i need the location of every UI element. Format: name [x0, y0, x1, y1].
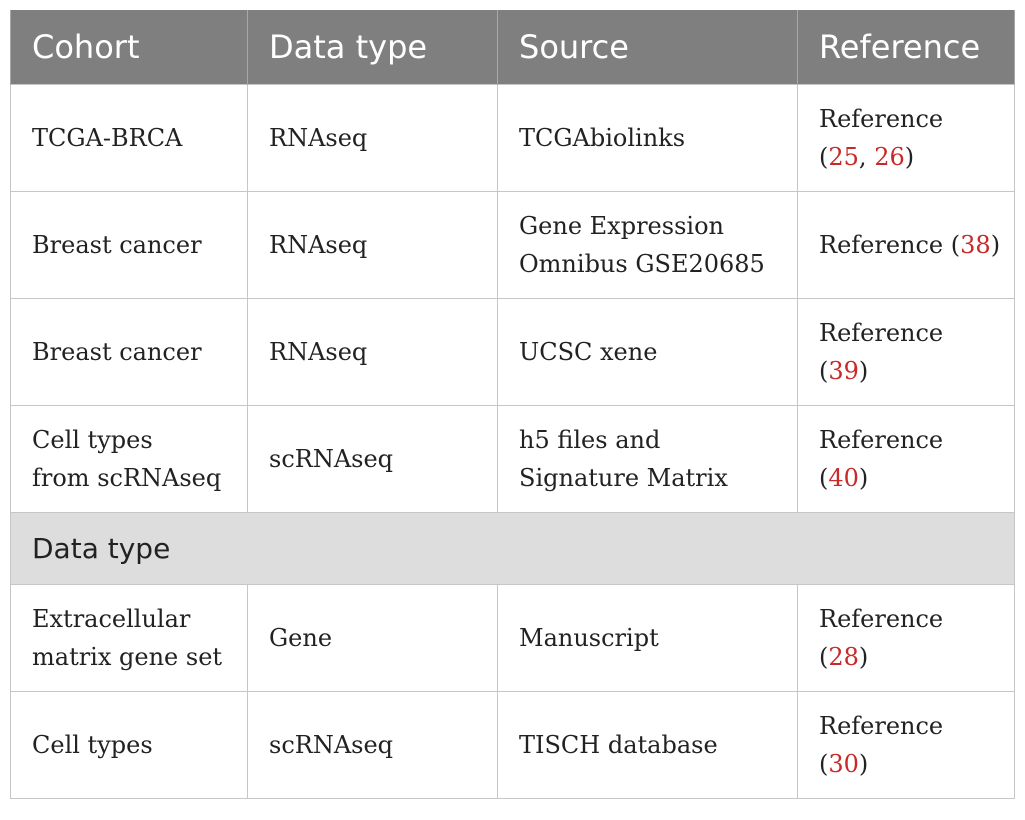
- header-cohort: Cohort: [10, 10, 248, 85]
- data-sources-table: Cohort Data type Source Reference TCGA-B…: [10, 10, 1015, 799]
- reference-cell: Reference (38): [797, 191, 1015, 299]
- table-row: Cell types scRNAseq TISCH database Refer…: [10, 691, 1015, 799]
- reference-cell: Reference (28): [797, 584, 1015, 692]
- citation-link[interactable]: 30: [828, 750, 859, 778]
- citation-link[interactable]: 25: [828, 143, 859, 171]
- data-type-cell: Gene: [247, 584, 498, 692]
- source-cell: h5 files and Signature Matrix: [497, 405, 798, 513]
- reference-cell: Reference (39): [797, 298, 1015, 406]
- section-label: Data type: [10, 512, 1015, 585]
- cohort-cell: Extracellular matrix gene set: [10, 584, 248, 692]
- reference-cell: Reference (40): [797, 405, 1015, 513]
- reference-cell: Reference (25, 26): [797, 84, 1015, 192]
- source-cell: Manuscript: [497, 584, 798, 692]
- header-reference: Reference: [797, 10, 1015, 85]
- source-cell: TISCH database: [497, 691, 798, 799]
- cohort-cell: TCGA-BRCA: [10, 84, 248, 192]
- cohort-cell: Breast cancer: [10, 191, 248, 299]
- cohort-cell: Breast cancer: [10, 298, 248, 406]
- section-row: Data type: [10, 512, 1015, 585]
- citation-link[interactable]: 28: [828, 643, 859, 671]
- header-row: Cohort Data type Source Reference: [10, 10, 1015, 85]
- table-row: TCGA-BRCA RNAseq TCGAbiolinks Reference …: [10, 84, 1015, 192]
- citation-link[interactable]: 40: [828, 464, 859, 492]
- table-row: Cell types from scRNAseq scRNAseq h5 fil…: [10, 405, 1015, 513]
- citation-link[interactable]: 39: [828, 357, 859, 385]
- cohort-cell: Cell types from scRNAseq: [10, 405, 248, 513]
- data-type-cell: RNAseq: [247, 298, 498, 406]
- source-cell: TCGAbiolinks: [497, 84, 798, 192]
- data-type-cell: scRNAseq: [247, 405, 498, 513]
- table-row: Breast cancer RNAseq UCSC xene Reference…: [10, 298, 1015, 406]
- citation-link[interactable]: 38: [960, 231, 991, 259]
- cohort-cell: Cell types: [10, 691, 248, 799]
- citation-link[interactable]: 26: [874, 143, 905, 171]
- source-cell: Gene Expression Omnibus GSE20685: [497, 191, 798, 299]
- data-type-cell: RNAseq: [247, 84, 498, 192]
- table-row: Extracellular matrix gene set Gene Manus…: [10, 584, 1015, 692]
- header-data-type: Data type: [247, 10, 498, 85]
- header-source: Source: [497, 10, 798, 85]
- table-row: Breast cancer RNAseq Gene Expression Omn…: [10, 191, 1015, 299]
- reference-cell: Reference (30): [797, 691, 1015, 799]
- data-type-cell: scRNAseq: [247, 691, 498, 799]
- source-cell: UCSC xene: [497, 298, 798, 406]
- data-type-cell: RNAseq: [247, 191, 498, 299]
